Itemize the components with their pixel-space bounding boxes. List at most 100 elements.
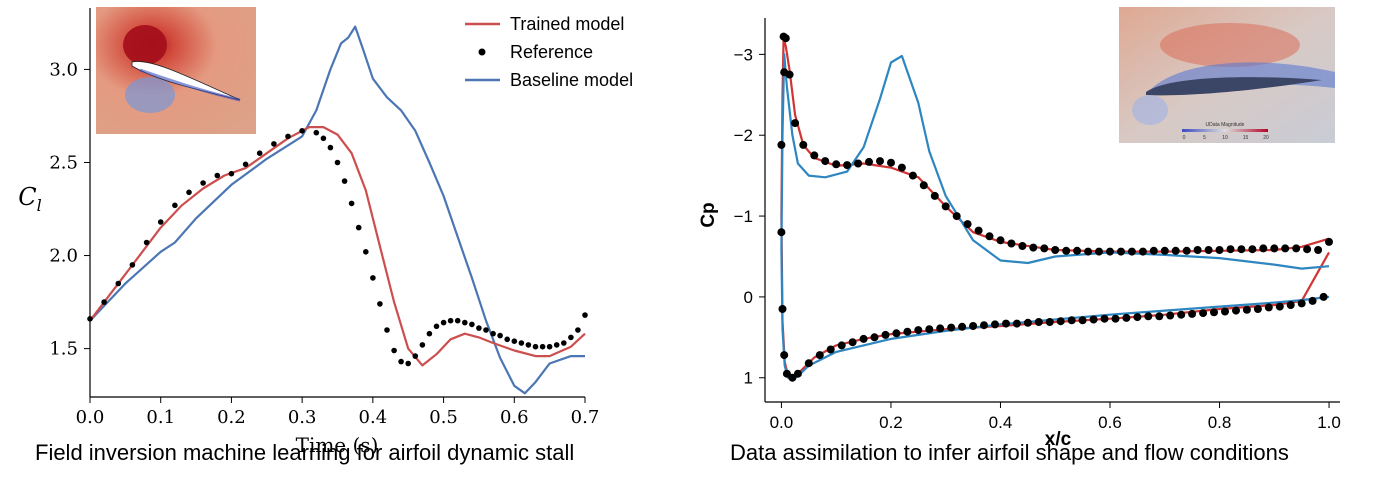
right-caption: Data assimilation to infer airfoil shape… [730, 440, 1289, 465]
reference-point [1286, 301, 1295, 309]
reference-point [1166, 311, 1175, 320]
inset-colorbar-label: UData Magnitude [1206, 122, 1245, 128]
reference-point [1023, 318, 1032, 327]
reference-point [947, 323, 956, 332]
reference-point [1308, 296, 1317, 305]
y-tick-label: 3.0 [49, 59, 78, 80]
reference-point [777, 228, 786, 237]
reference-point [490, 330, 496, 337]
reference-point [1319, 292, 1328, 301]
reference-point [791, 119, 800, 128]
reference-point [214, 172, 221, 179]
reference-point [553, 342, 560, 348]
reference-point [1007, 239, 1016, 248]
reference-point [101, 299, 107, 305]
reference-point [1040, 244, 1049, 253]
reference-point [1127, 247, 1136, 256]
reference-point [412, 353, 419, 359]
reference-point [440, 319, 447, 326]
left-y-axis-label: Cl [18, 183, 42, 215]
x-tick-label: 0.0 [76, 407, 105, 428]
left-x-axis-label: Time (s) [296, 433, 379, 457]
reference-point [887, 158, 895, 167]
reference-point [256, 150, 263, 156]
reference-point [398, 358, 404, 365]
reference-point [341, 178, 348, 184]
reference-point [355, 224, 362, 231]
reference-point [172, 202, 178, 209]
reference-point [575, 327, 581, 333]
reference-point [848, 338, 857, 347]
reference-point [1193, 246, 1202, 254]
reference-point [969, 322, 978, 330]
reference-point [504, 336, 511, 343]
reference-point [1029, 243, 1038, 252]
reference-point [391, 347, 397, 354]
reference-point [546, 343, 553, 350]
reference-point [963, 220, 972, 229]
reference-point [930, 191, 939, 200]
reference-point [793, 369, 802, 378]
reference-point [1297, 299, 1306, 308]
right-chart: 0.0 0.2 0.4 0.6 0.8 1.0 −3 −2 −1 0 1 x/c Cp UData … [698, 7, 1341, 450]
reference-point [405, 360, 412, 367]
x-tick-label: 0.3 [288, 407, 317, 428]
reference-point [804, 359, 813, 368]
reference-point [1242, 305, 1251, 314]
reference-point [426, 330, 433, 337]
reference-point [810, 151, 819, 160]
reference-point [780, 351, 789, 360]
reference-point [919, 181, 928, 190]
reference-point [1095, 247, 1103, 256]
reference-point [1253, 305, 1262, 313]
series-line-baseline-model [89, 25, 585, 395]
y-tick-label: 0 [744, 288, 753, 307]
reference-point [859, 334, 868, 343]
reference-point [1221, 307, 1229, 316]
reference-point [433, 323, 440, 330]
reference-point [525, 342, 532, 348]
reference-point [1303, 245, 1312, 254]
left-chart: 0.0 0.1 0.2 0.3 0.4 0.5 0.6 0.7 1.5 2.0 2.5 3.0 Tim… [18, 7, 633, 457]
reference-point [1089, 315, 1098, 324]
reference-point [1106, 247, 1114, 256]
right-axis-ticks: 0.0 0.2 0.4 0.6 0.8 1.0 −3 −2 −1 0 1 [734, 45, 1341, 432]
reference-point [952, 212, 961, 221]
y-tick-label: −1 [734, 207, 753, 226]
reference-point [980, 321, 988, 330]
x-tick-label: 0.8 [1208, 413, 1232, 432]
x-tick-label: 0.1 [146, 407, 175, 428]
reference-point [1002, 319, 1010, 328]
reference-point [363, 249, 369, 255]
y-tick-label: 2.0 [49, 246, 78, 267]
reference-point [1270, 244, 1279, 253]
reference-point [1067, 316, 1076, 325]
reference-point [1292, 244, 1301, 253]
reference-point [1117, 247, 1125, 256]
x-tick-label: 0.2 [879, 413, 903, 432]
reference-point [991, 320, 999, 329]
reference-point [115, 280, 122, 287]
series-line-baseline-model [780, 53, 1330, 381]
reference-point [1248, 245, 1257, 254]
inset-colorbar-tick: 5 [1203, 135, 1206, 141]
reference-point [865, 157, 873, 166]
x-tick-label: 1.0 [1317, 413, 1341, 432]
reference-point [903, 327, 912, 336]
reference-point [892, 329, 901, 338]
reference-point [483, 327, 489, 333]
reference-point [832, 160, 841, 169]
reference-point [518, 340, 525, 346]
x-tick-label: 0.6 [1098, 413, 1122, 432]
reference-point [876, 157, 884, 166]
inset-colorbar-tick: 20 [1263, 135, 1269, 141]
reference-point [348, 200, 355, 207]
reference-point [1314, 246, 1323, 254]
reference-point [1018, 242, 1027, 250]
reference-point [1155, 312, 1164, 321]
inset-colorbar-ticks: 0 5 10 15 20 [1183, 135, 1269, 141]
reference-point [1264, 303, 1273, 312]
left-caption: Field inversion machine learning for air… [35, 440, 575, 465]
reference-point [941, 202, 950, 211]
right-inset-flow-field: UData Magnitude 0 5 10 15 20 [1119, 7, 1335, 143]
